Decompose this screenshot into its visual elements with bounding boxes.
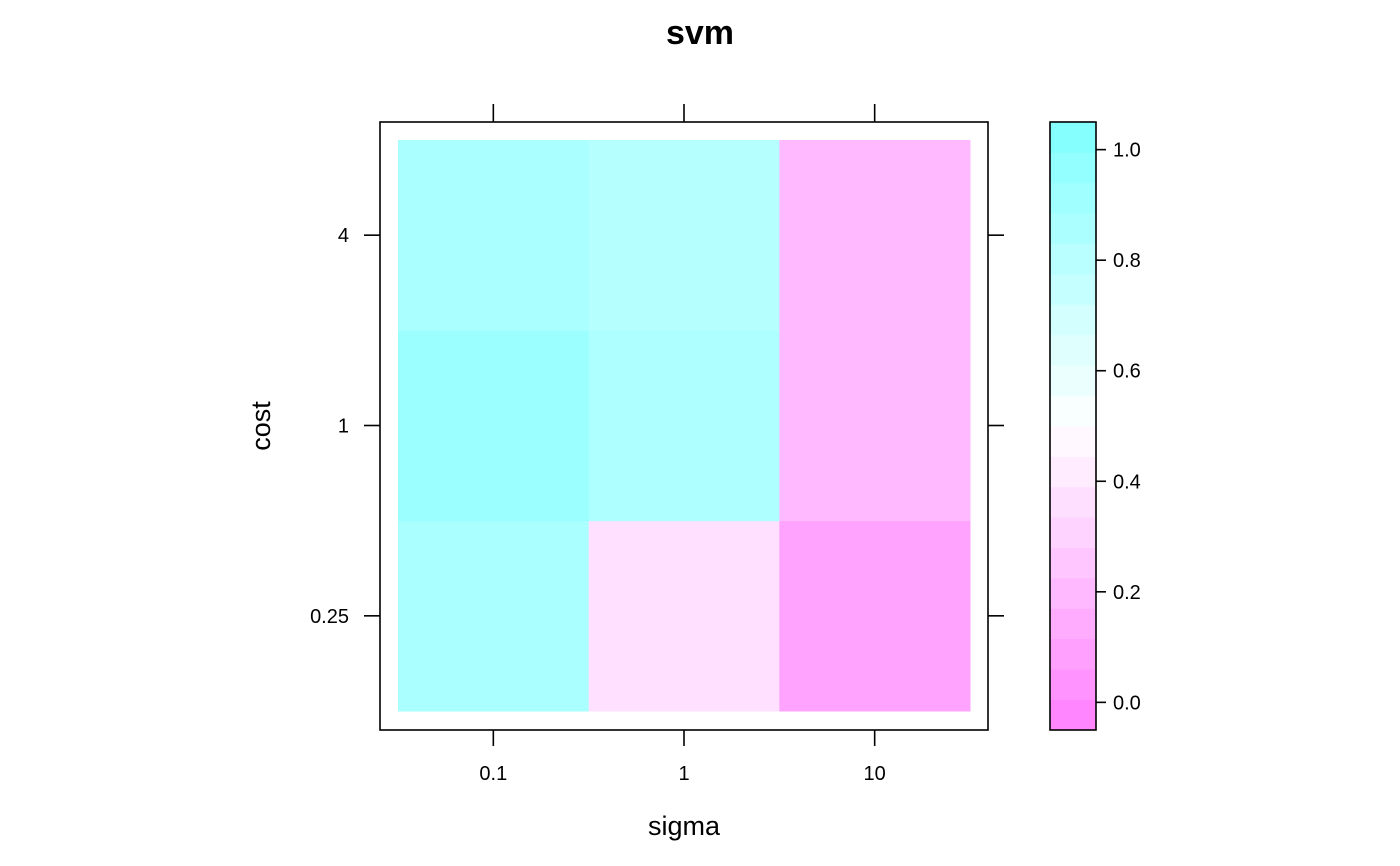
heatmap-cell bbox=[779, 330, 971, 522]
x-tick-label: 1 bbox=[678, 763, 689, 785]
y-axis: 0.25 1 4 bbox=[310, 225, 1004, 628]
heatmap-cell bbox=[779, 520, 971, 712]
heatmap-cell bbox=[588, 330, 780, 522]
heatmap-cell bbox=[588, 140, 780, 331]
color-key-band bbox=[1050, 578, 1096, 609]
color-key-band bbox=[1050, 638, 1096, 670]
x-tick-label: 10 bbox=[864, 763, 886, 785]
y-axis-title: cost bbox=[246, 401, 276, 451]
y-tick-label: 4 bbox=[338, 225, 349, 247]
color-key-band bbox=[1050, 486, 1096, 518]
heatmap-cell bbox=[779, 140, 971, 331]
color-key-band bbox=[1050, 608, 1096, 640]
heatmap-cell bbox=[398, 140, 590, 331]
color-key-band bbox=[1050, 304, 1096, 336]
color-key-band bbox=[1050, 365, 1096, 396]
color-key-band bbox=[1050, 182, 1096, 214]
color-key-band bbox=[1050, 456, 1096, 488]
y-tick-label: 1 bbox=[338, 416, 349, 438]
color-key-band bbox=[1050, 669, 1096, 700]
color-key-band bbox=[1050, 243, 1096, 275]
color-key-band bbox=[1050, 426, 1096, 457]
heatmap-cell bbox=[398, 330, 590, 522]
color-key-band bbox=[1050, 547, 1096, 579]
color-key-label: 0.4 bbox=[1113, 471, 1141, 493]
x-axis: 0.1 1 10 bbox=[479, 104, 886, 785]
color-key-label: 0.0 bbox=[1113, 692, 1141, 714]
heatmap-cells bbox=[398, 140, 971, 712]
color-key-band bbox=[1050, 152, 1096, 184]
color-key-label: 1.0 bbox=[1113, 140, 1141, 162]
color-key-band bbox=[1050, 274, 1096, 305]
color-key-label: 0.6 bbox=[1113, 361, 1141, 383]
color-key-label: 0.8 bbox=[1113, 250, 1141, 272]
color-key-label: 0.2 bbox=[1113, 582, 1141, 604]
heatmap-cell bbox=[588, 520, 780, 712]
color-key-band bbox=[1050, 334, 1096, 366]
y-tick-label: 0.25 bbox=[310, 606, 349, 628]
color-key-frame bbox=[1049, 121, 1097, 731]
x-axis-title: sigma bbox=[648, 811, 721, 841]
color-key-band bbox=[1050, 122, 1096, 153]
color-key-band bbox=[1050, 699, 1096, 731]
color-key-band bbox=[1050, 517, 1096, 548]
chart-title: svm bbox=[666, 14, 734, 52]
color-key: 0.0 0.2 0.4 0.6 0.8 1.0 bbox=[1049, 121, 1141, 731]
color-key-band bbox=[1050, 395, 1096, 427]
color-key-band bbox=[1050, 213, 1096, 244]
x-tick-label: 0.1 bbox=[479, 763, 507, 785]
heatmap-cell bbox=[398, 520, 590, 712]
